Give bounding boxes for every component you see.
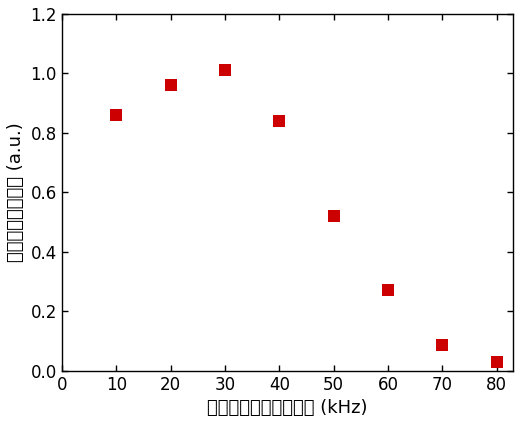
Y-axis label: テラヘルツ波出力 (a.u.): テラヘルツ波出力 (a.u.): [7, 123, 25, 262]
X-axis label: パルス繰り返し周波数 (kHz): パルス繰り返し周波数 (kHz): [207, 399, 368, 417]
Point: [166, 82, 175, 89]
Point: [275, 117, 283, 124]
Point: [438, 342, 447, 349]
Point: [112, 112, 121, 118]
Point: [384, 287, 392, 294]
Point: [492, 358, 501, 365]
Point: [221, 67, 229, 74]
Point: [330, 213, 338, 220]
